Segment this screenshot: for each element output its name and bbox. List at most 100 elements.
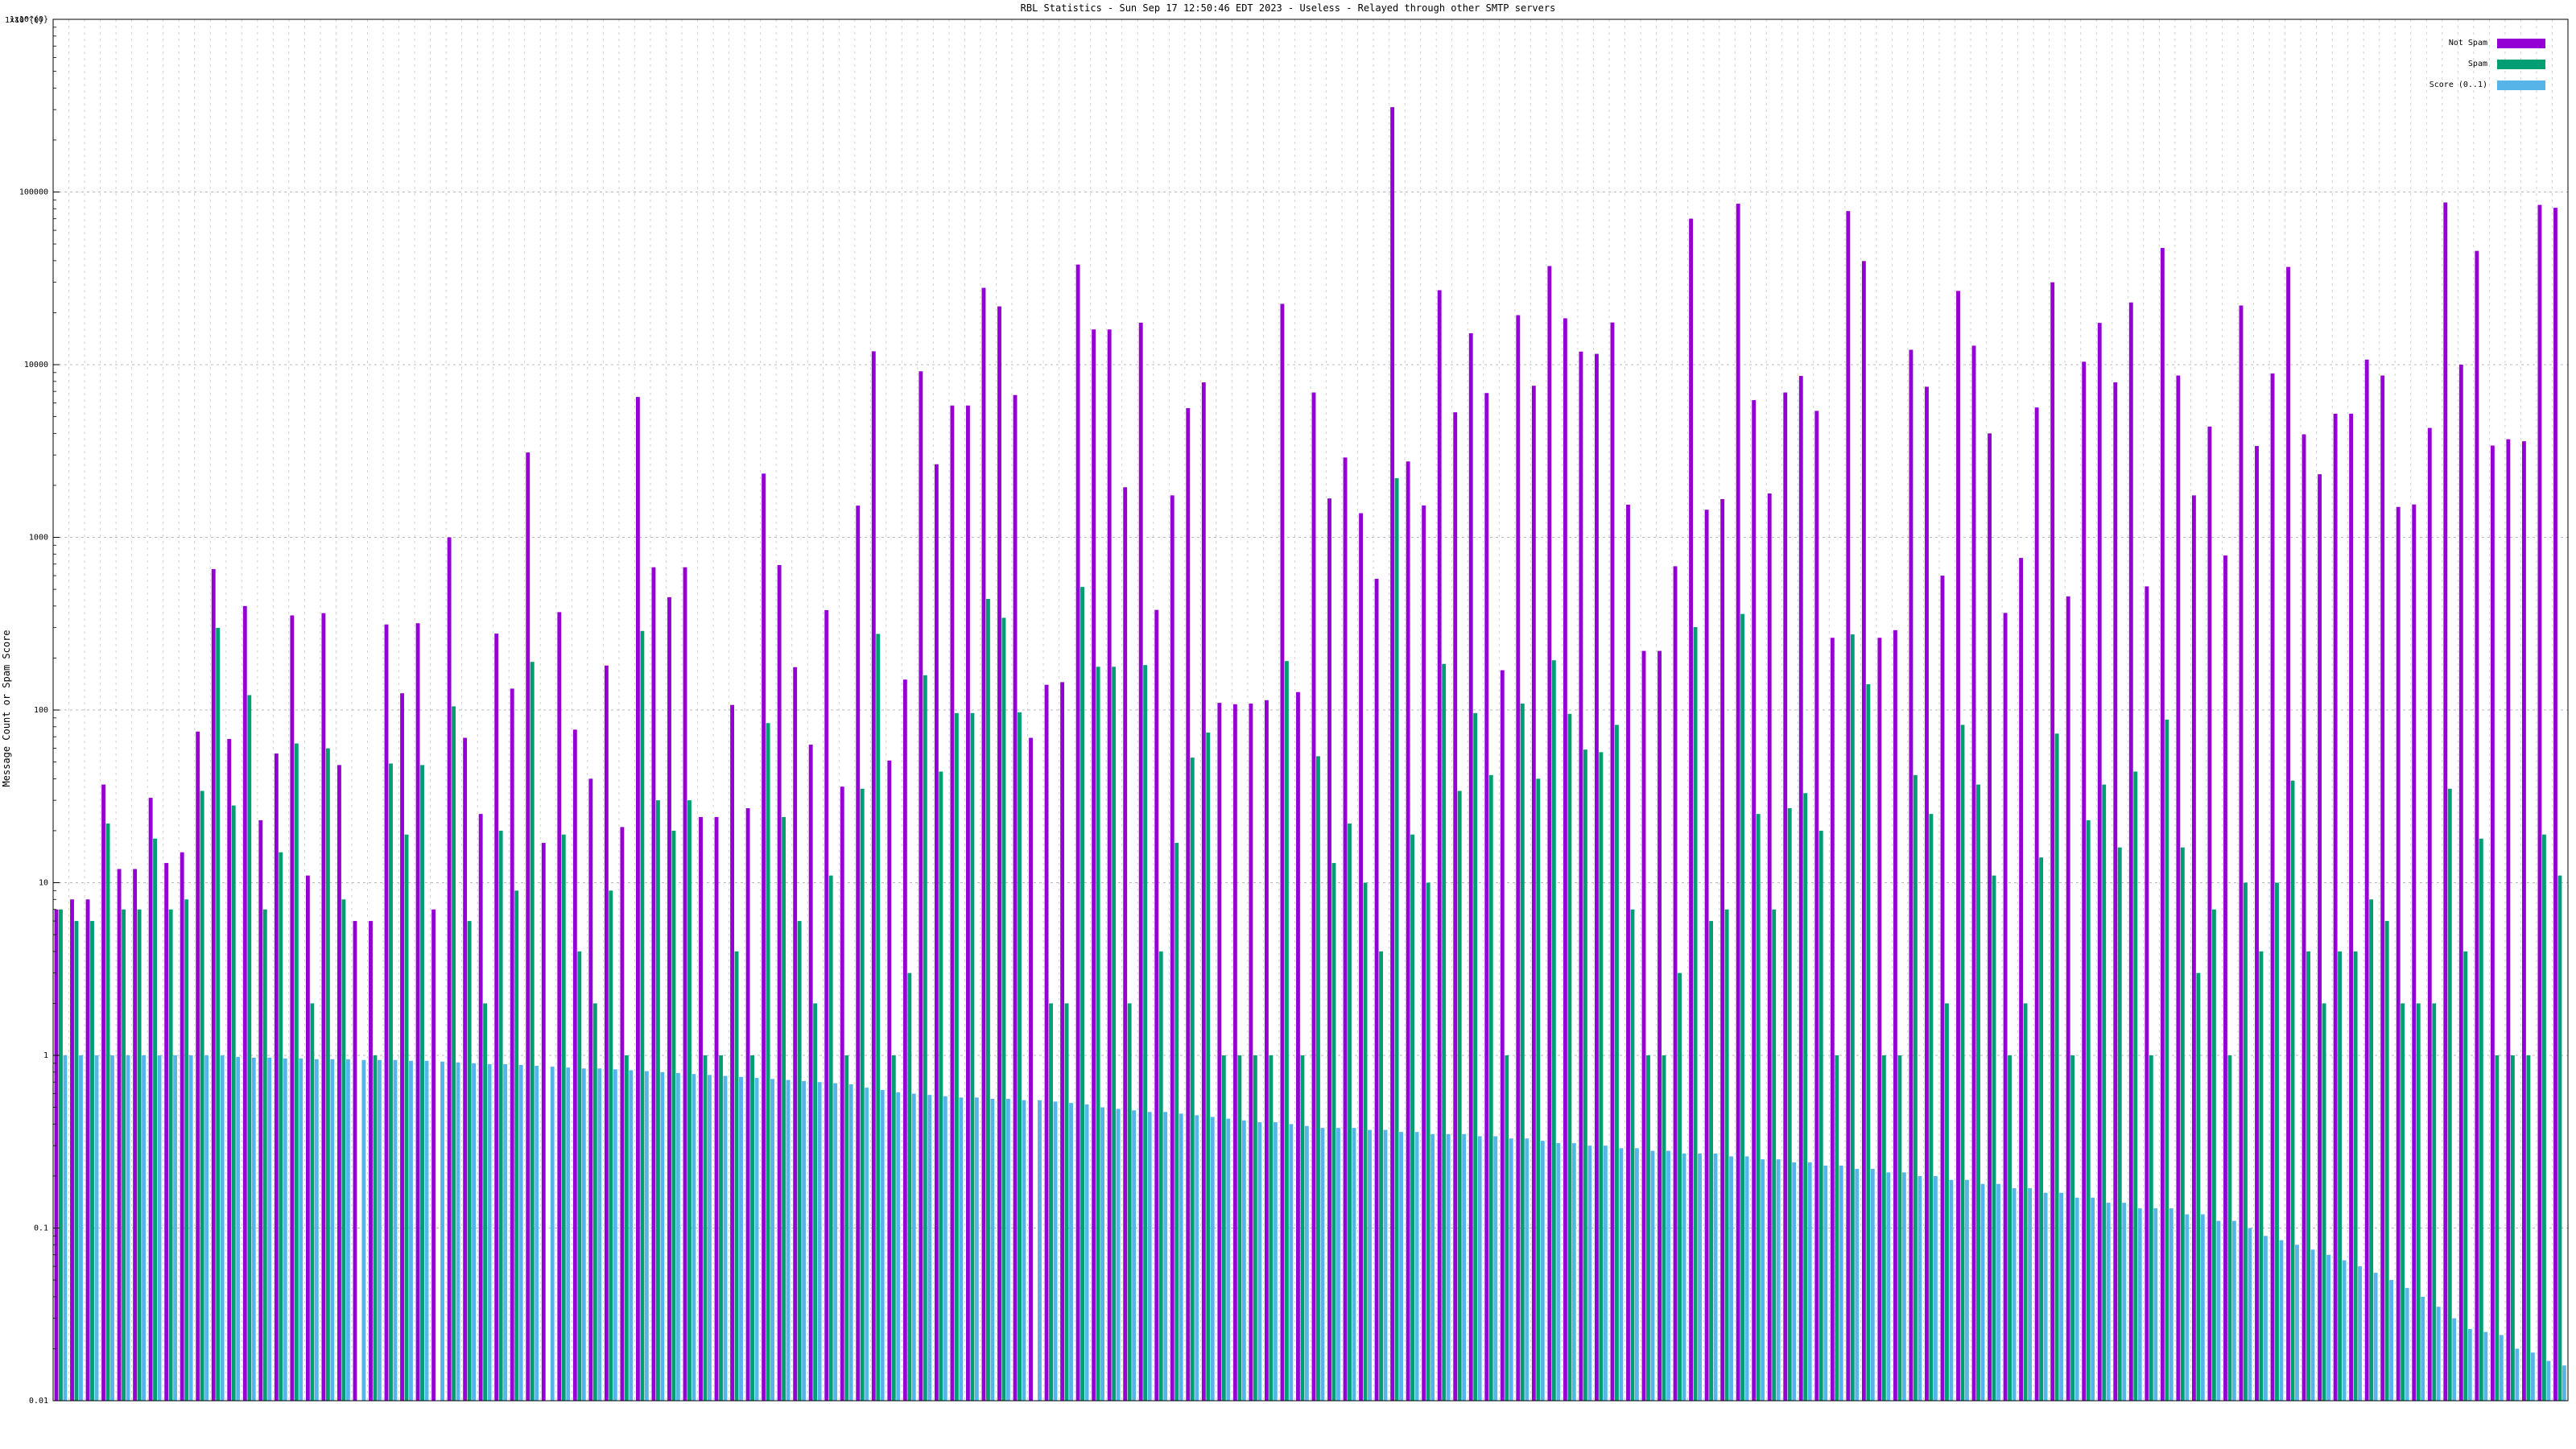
bar-spam bbox=[404, 834, 409, 1401]
y-tick-label: 1x10^{0} bbox=[10, 15, 48, 24]
bar-score-0-1- bbox=[943, 1096, 947, 1401]
bar-spam bbox=[2117, 847, 2122, 1401]
bar-score-0-1- bbox=[1116, 1108, 1121, 1401]
bar-score-0-1- bbox=[2452, 1318, 2457, 1401]
bar-not-spam bbox=[919, 371, 923, 1402]
bar-score-0-1- bbox=[2342, 1260, 2347, 1401]
bar-score-0-1- bbox=[1761, 1159, 1765, 1401]
bar-not-spam bbox=[2160, 248, 2165, 1401]
bar-spam bbox=[828, 875, 833, 1401]
bar-not-spam bbox=[1484, 393, 1489, 1401]
bar-not-spam bbox=[651, 567, 656, 1402]
bar-spam bbox=[1442, 663, 1447, 1401]
bar-not-spam bbox=[1217, 703, 1222, 1401]
y-tick-label: 100 bbox=[34, 706, 48, 715]
bar-spam bbox=[1756, 814, 1761, 1401]
bar-score-0-1- bbox=[409, 1060, 413, 1401]
bar-not-spam bbox=[1641, 650, 1646, 1401]
bar-score-0-1- bbox=[1855, 1169, 1860, 1401]
bar-score-0-1- bbox=[361, 1059, 366, 1401]
bar-not-spam bbox=[2475, 250, 2479, 1401]
bar-spam bbox=[1520, 703, 1525, 1401]
bar-score-0-1- bbox=[2153, 1208, 2158, 1401]
bar-spam bbox=[1018, 712, 1022, 1401]
bar-score-0-1- bbox=[1965, 1179, 1969, 1401]
bar-spam bbox=[514, 890, 519, 1401]
bar-score-0-1- bbox=[2248, 1228, 2252, 1401]
bar-not-spam bbox=[604, 665, 609, 1401]
legend-label: Not Spam bbox=[2449, 39, 2487, 47]
bar-spam bbox=[1724, 909, 1729, 1401]
bar-spam bbox=[1803, 793, 1808, 1401]
bar-not-spam bbox=[447, 537, 452, 1401]
bar-score-0-1- bbox=[2358, 1266, 2363, 1401]
bar-not-spam bbox=[2066, 596, 2070, 1401]
bar-spam bbox=[1787, 807, 1792, 1401]
bar-score-0-1- bbox=[708, 1075, 712, 1401]
bar-not-spam bbox=[2239, 305, 2244, 1402]
bar-score-0-1- bbox=[267, 1057, 272, 1401]
bar-spam bbox=[2447, 788, 2452, 1401]
bar-spam bbox=[1001, 617, 1006, 1401]
bar-spam bbox=[498, 830, 503, 1401]
bar-score-0-1- bbox=[974, 1097, 979, 1401]
bar-score-0-1- bbox=[2059, 1192, 2064, 1401]
bar-spam bbox=[1693, 627, 1698, 1401]
bar-spam bbox=[2306, 951, 2310, 1401]
bar-not-spam bbox=[353, 921, 357, 1401]
bar-spam bbox=[2070, 1055, 2075, 1401]
bar-score-0-1- bbox=[2483, 1331, 2488, 1401]
bar-score-0-1- bbox=[2405, 1287, 2409, 1401]
bar-spam bbox=[1646, 1055, 1650, 1401]
legend-swatch bbox=[2497, 39, 2545, 48]
bar-not-spam bbox=[101, 784, 106, 1401]
bar-not-spam bbox=[321, 613, 326, 1401]
bar-not-spam bbox=[1940, 576, 1945, 1401]
bar-score-0-1- bbox=[2185, 1214, 2190, 1401]
bar-score-0-1- bbox=[990, 1099, 995, 1401]
bar-not-spam bbox=[1075, 264, 1080, 1401]
bar-not-spam bbox=[887, 760, 892, 1401]
bar-score-0-1- bbox=[597, 1068, 602, 1401]
bar-score-0-1- bbox=[1430, 1133, 1435, 1401]
bar-spam bbox=[1678, 972, 1682, 1401]
bar-not-spam bbox=[1610, 322, 1615, 1402]
bar-not-spam bbox=[2553, 208, 2557, 1401]
bar-spam bbox=[153, 838, 158, 1401]
bar-spam bbox=[420, 765, 424, 1401]
bar-score-0-1- bbox=[1005, 1099, 1010, 1401]
bar-spam bbox=[2541, 834, 2546, 1401]
bar-not-spam bbox=[1390, 107, 1395, 1402]
bar-not-spam bbox=[1249, 703, 1253, 1401]
bar-spam bbox=[1426, 882, 1430, 1401]
bar-score-0-1- bbox=[1477, 1136, 1482, 1401]
bar-score-0-1- bbox=[503, 1063, 508, 1401]
bar-spam bbox=[216, 627, 221, 1401]
bar-score-0-1- bbox=[1666, 1150, 1670, 1401]
bar-spam bbox=[939, 771, 943, 1401]
bar-score-0-1- bbox=[1525, 1138, 1530, 1401]
bar-spam bbox=[2165, 719, 2169, 1401]
bar-spam bbox=[1740, 613, 1745, 1401]
bar-not-spam bbox=[856, 506, 861, 1401]
bar-spam bbox=[2432, 1003, 2437, 1401]
bar-score-0-1- bbox=[1320, 1128, 1325, 1401]
bar-score-0-1- bbox=[629, 1070, 634, 1401]
bar-score-0-1- bbox=[1273, 1122, 1278, 1401]
bar-not-spam bbox=[1736, 204, 1740, 1401]
bar-not-spam bbox=[510, 688, 514, 1401]
bar-not-spam bbox=[1798, 376, 1803, 1402]
bar-not-spam bbox=[997, 306, 1001, 1401]
bar-not-spam bbox=[1060, 682, 1065, 1401]
bar-spam bbox=[1300, 1055, 1305, 1401]
bar-not-spam bbox=[2128, 302, 2133, 1401]
bar-score-0-1- bbox=[1336, 1128, 1340, 1401]
bar-score-0-1- bbox=[204, 1055, 209, 1401]
bar-spam bbox=[2196, 972, 2201, 1401]
y-tick-label: 100000 bbox=[19, 188, 48, 197]
bar-spam bbox=[1881, 1055, 1886, 1401]
bar-not-spam bbox=[1500, 670, 1505, 1401]
bar-score-0-1- bbox=[2499, 1335, 2504, 1401]
bar-score-0-1- bbox=[1100, 1107, 1105, 1401]
y-axis-label: Message Count or Spam Score bbox=[1, 630, 12, 786]
